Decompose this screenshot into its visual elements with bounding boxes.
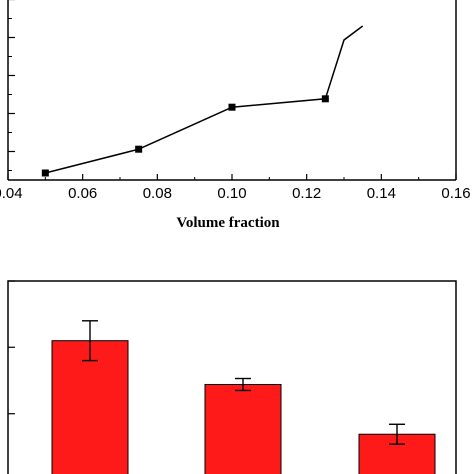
bar-chart-frame <box>7 280 457 474</box>
line-chart-x-tick-label: 0.14 <box>367 185 396 202</box>
line-chart-point <box>321 95 329 103</box>
line-chart-x-tick-label: 0.12 <box>292 185 321 202</box>
line-chart-point <box>228 103 236 111</box>
line-chart-x-axis-title: Volume fraction <box>176 215 280 231</box>
line-chart-x-tick-label: 0.04 <box>0 185 23 202</box>
line-chart-point <box>41 169 49 177</box>
line-chart-x-tick-label: 0.10 <box>217 185 246 202</box>
bar-chart-bar <box>204 383 282 474</box>
bar-chart-panel <box>7 280 457 474</box>
line-chart-x-tick-label: 0.16 <box>441 185 470 202</box>
line-chart-series-line <box>45 25 364 174</box>
line-chart-x-tick-label: 0.08 <box>143 185 172 202</box>
line-chart-panel: 0.04 0.06 0.08 0.10 0.12 0.14 0.16 <box>0 0 471 202</box>
line-chart-point <box>135 145 143 153</box>
line-chart-x-tick-label: 0.06 <box>68 185 97 202</box>
bar-chart-bar <box>51 340 129 474</box>
